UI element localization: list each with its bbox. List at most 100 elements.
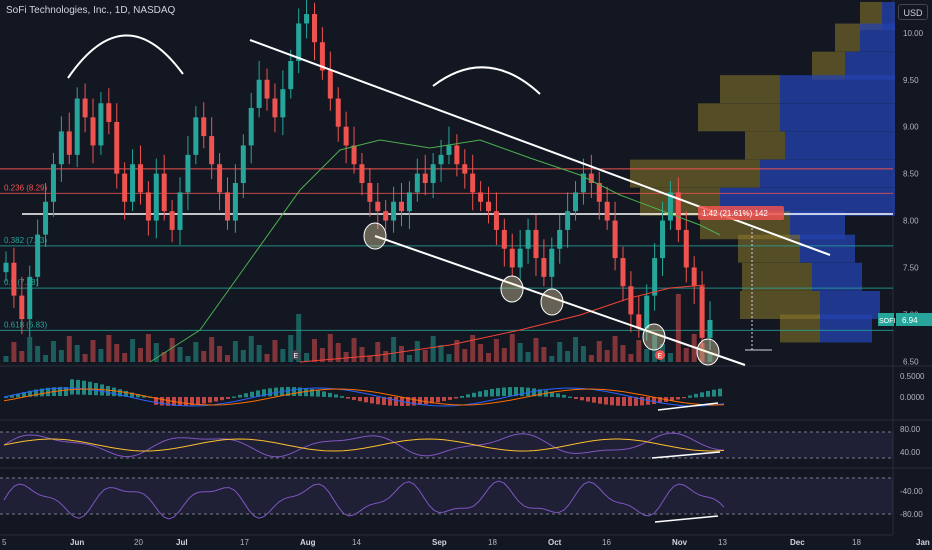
rsi-axis-tick: 80.00 (900, 425, 921, 434)
macd-histogram-bar (490, 388, 494, 397)
candle-body (565, 211, 571, 230)
time-axis-tick: Jul (176, 538, 188, 547)
macd-histogram-bar (58, 387, 62, 397)
candle-body (644, 295, 650, 329)
macd-histogram-bar (298, 387, 302, 397)
time-axis-tick: Sep (432, 538, 447, 547)
candle-body (541, 258, 547, 277)
volume-profile-bar-up (820, 314, 872, 343)
volume-bar (573, 337, 579, 362)
volume-profile-bar-down (720, 75, 780, 104)
candle-body (161, 173, 167, 212)
macd-axis-tick: 0.5000 (900, 372, 925, 381)
time-axis-tick: 5 (2, 538, 7, 547)
candle-body (454, 145, 460, 165)
candle-body (636, 314, 642, 329)
macd-histogram-bar (286, 387, 290, 397)
candle-body (256, 79, 262, 108)
macd-histogram-bar (82, 380, 86, 395)
macd-histogram-bar (130, 392, 134, 398)
macd-histogram-bar (604, 397, 608, 405)
volume-profile-bar-up (820, 291, 880, 319)
macd-histogram-bar (466, 394, 470, 398)
price-axis-tick: 8.50 (903, 170, 919, 179)
candle-body (50, 164, 56, 202)
candle-body (462, 164, 468, 174)
volume-bar (106, 335, 112, 362)
candle-body (122, 173, 128, 202)
volume-bar (248, 336, 254, 362)
macd-histogram-bar (682, 397, 686, 399)
macd-histogram-bar (106, 385, 110, 396)
macd-histogram-bar (424, 397, 428, 405)
divergence-arrow (657, 402, 719, 411)
candle-body (501, 229, 507, 249)
macd-histogram-bar (88, 381, 92, 395)
time-axis-tick: 17 (240, 538, 249, 547)
volume-profile-bar-up (780, 75, 895, 104)
volume-bar (327, 334, 333, 362)
macd-histogram-bar (430, 397, 434, 404)
macd-histogram-bar (628, 397, 632, 406)
price-axis-tick: 9.50 (903, 76, 919, 85)
volume-bar (130, 339, 136, 362)
macd-histogram-bar (598, 397, 602, 404)
volume-bar (604, 350, 610, 362)
macd-histogram-bar (364, 397, 368, 403)
volume-bar (580, 346, 586, 362)
candle-body (145, 192, 151, 221)
candle-body (478, 192, 484, 202)
candle-body (549, 248, 555, 277)
macd-histogram-bar (640, 397, 644, 406)
volume-bar (319, 348, 325, 362)
macd-histogram-bar (532, 388, 536, 397)
volume-bar (620, 345, 626, 362)
volume-bar (19, 351, 25, 362)
time-axis-tick: Oct (548, 538, 562, 547)
candle-body (11, 262, 17, 296)
volume-profile-bar-down (860, 1, 882, 30)
volume-bar (493, 339, 499, 362)
volume-bar (82, 354, 88, 362)
volume-bar (35, 346, 41, 362)
candle-body (311, 14, 317, 43)
time-axis-tick: 18 (852, 538, 861, 547)
macd-histogram-bar (580, 397, 584, 401)
macd-histogram-bar (136, 394, 140, 398)
volume-profile-bar-down (745, 131, 785, 160)
volume-profile-bar-down (698, 103, 780, 132)
measure-label: 1.42 (21.61%) 142 (702, 209, 768, 218)
macd-histogram-bar (214, 397, 218, 402)
volume-bar (470, 335, 476, 362)
macd-histogram-bar (382, 397, 386, 406)
macd-histogram-bar (316, 390, 320, 397)
candle-body (509, 248, 515, 268)
volume-bar (454, 340, 460, 362)
macd-histogram-bar (448, 397, 452, 400)
candle-body (319, 42, 325, 71)
volume-bar (517, 343, 523, 362)
volume-bar (699, 343, 705, 362)
macd-histogram-bar (256, 390, 260, 397)
candle-body (493, 211, 499, 230)
symbol-title: SoFi Technologies, Inc., 1D, NASDAQ (6, 5, 176, 16)
volume-bar (240, 350, 246, 362)
currency-button[interactable]: USD (898, 4, 928, 20)
volume-bar (707, 352, 713, 362)
candle-body (628, 286, 634, 315)
candle-body (596, 183, 602, 202)
volume-bar (644, 349, 650, 362)
candle-body (391, 201, 397, 221)
candle-body (153, 173, 159, 221)
macd-histogram-bar (610, 397, 614, 406)
volume-profile-bar-down (780, 314, 820, 343)
candle-body (367, 183, 373, 202)
williams-axis-tick: -80.00 (900, 510, 923, 519)
volume-bar (122, 353, 128, 362)
macd-histogram-bar (376, 397, 380, 405)
macd-histogram-bar (658, 397, 662, 404)
fib-level-label: 0.5 (7.28) (4, 278, 39, 287)
candle-body (691, 267, 697, 287)
volume-bar (296, 314, 302, 362)
